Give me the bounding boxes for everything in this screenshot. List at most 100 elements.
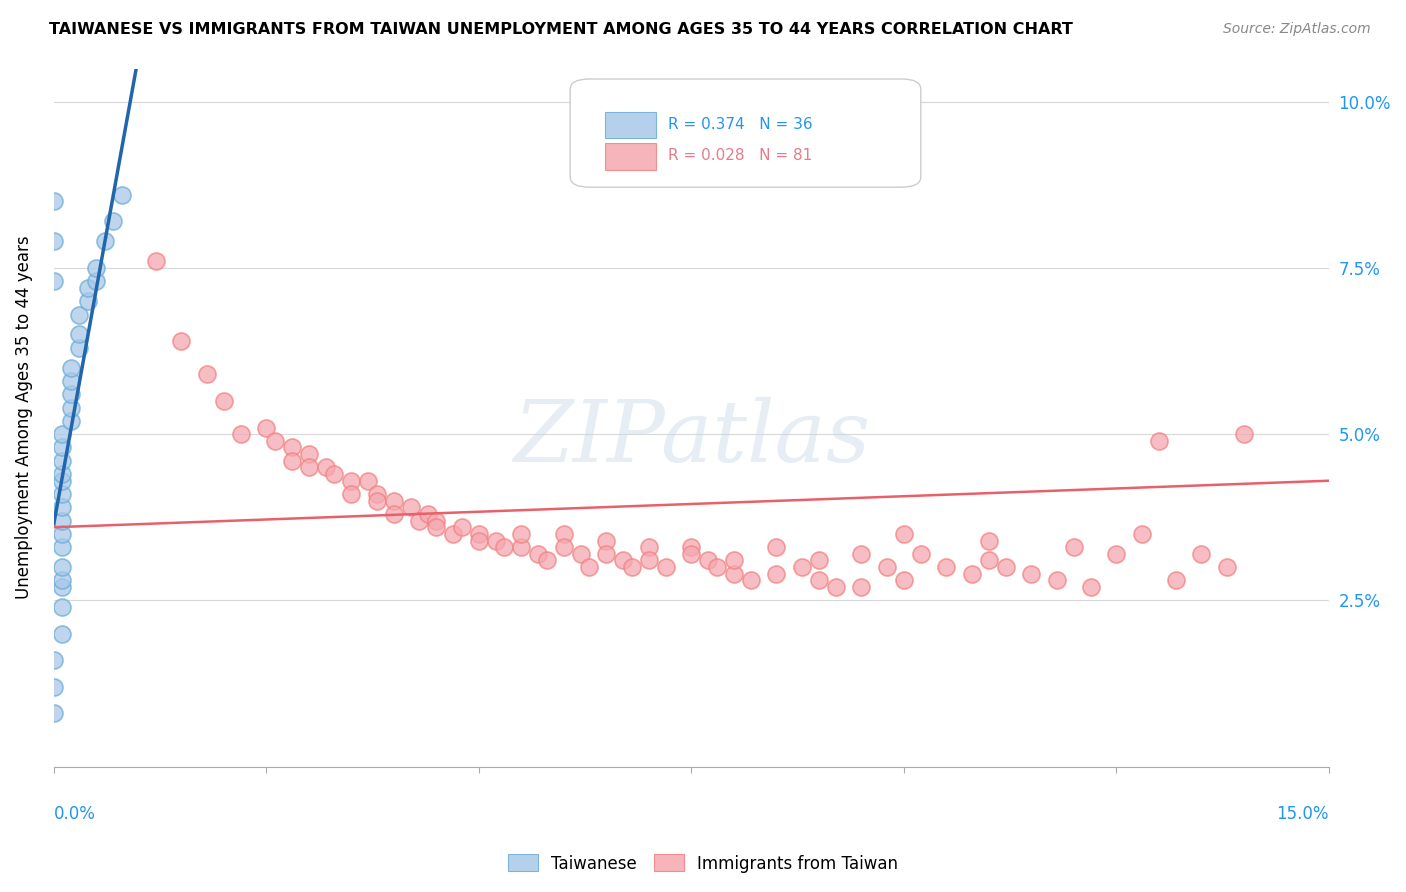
Point	[94, 235, 117, 249]
FancyBboxPatch shape	[605, 112, 655, 138]
Point	[740, 574, 762, 588]
Point	[553, 527, 575, 541]
Point	[51, 514, 73, 528]
Point	[765, 540, 787, 554]
Point	[357, 474, 380, 488]
Text: 0.0%: 0.0%	[53, 805, 96, 823]
Point	[254, 420, 277, 434]
Point	[42, 680, 65, 694]
Point	[450, 520, 472, 534]
Point	[612, 553, 634, 567]
Point	[790, 560, 813, 574]
Point	[494, 540, 516, 554]
Point	[59, 414, 82, 428]
Point	[595, 547, 617, 561]
Point	[807, 574, 830, 588]
Point	[366, 487, 388, 501]
Point	[59, 387, 82, 401]
Point	[86, 274, 108, 288]
Point	[1105, 547, 1128, 561]
Point	[706, 560, 728, 574]
Point	[1080, 580, 1102, 594]
Point	[620, 560, 643, 574]
Text: 15.0%: 15.0%	[1277, 805, 1329, 823]
Point	[910, 547, 932, 561]
Point	[51, 454, 73, 468]
Point	[1147, 434, 1170, 448]
Point	[1216, 560, 1239, 574]
Point	[1019, 566, 1042, 581]
Point	[51, 580, 73, 594]
Point	[51, 474, 73, 488]
Point	[681, 547, 703, 561]
Legend: Taiwanese, Immigrants from Taiwan: Taiwanese, Immigrants from Taiwan	[502, 847, 904, 880]
Point	[51, 540, 73, 554]
Point	[723, 566, 745, 581]
Point	[441, 527, 464, 541]
Point	[42, 653, 65, 667]
Point	[323, 467, 346, 481]
Point	[553, 540, 575, 554]
Point	[281, 441, 304, 455]
Point	[67, 327, 90, 342]
Point	[263, 434, 285, 448]
Point	[655, 560, 678, 574]
Y-axis label: Unemployment Among Ages 35 to 44 years: Unemployment Among Ages 35 to 44 years	[15, 235, 32, 599]
Point	[76, 281, 98, 295]
Point	[893, 527, 915, 541]
Point	[595, 533, 617, 548]
Point	[425, 520, 447, 534]
Point	[1233, 427, 1256, 442]
Point	[510, 540, 533, 554]
Point	[824, 580, 846, 594]
Point	[468, 533, 491, 548]
Point	[51, 467, 73, 481]
Point	[42, 235, 65, 249]
Point	[1063, 540, 1085, 554]
Point	[851, 580, 873, 594]
Point	[807, 553, 830, 567]
Point	[399, 500, 422, 515]
Point	[723, 553, 745, 567]
Point	[42, 274, 65, 288]
Point	[51, 441, 73, 455]
Point	[51, 600, 73, 615]
Point	[42, 194, 65, 209]
Point	[637, 540, 659, 554]
Point	[51, 427, 73, 442]
Point	[935, 560, 957, 574]
Point	[315, 460, 337, 475]
Point	[536, 553, 558, 567]
Point	[382, 493, 405, 508]
Point	[103, 214, 125, 228]
Point	[425, 514, 447, 528]
Point	[697, 553, 720, 567]
FancyBboxPatch shape	[571, 79, 921, 187]
Point	[527, 547, 550, 561]
Point	[145, 254, 167, 268]
Point	[851, 547, 873, 561]
Point	[681, 540, 703, 554]
Point	[340, 474, 363, 488]
Point	[298, 460, 321, 475]
Point	[170, 334, 193, 348]
Point	[977, 533, 1000, 548]
Text: R = 0.028   N = 81: R = 0.028 N = 81	[668, 148, 813, 163]
Point	[765, 566, 787, 581]
Point	[637, 553, 659, 567]
Point	[485, 533, 508, 548]
Point	[111, 187, 134, 202]
Point	[876, 560, 898, 574]
Text: R = 0.374   N = 36: R = 0.374 N = 36	[668, 117, 813, 132]
Point	[382, 507, 405, 521]
Point	[51, 500, 73, 515]
Point	[51, 527, 73, 541]
Point	[408, 514, 430, 528]
Point	[578, 560, 600, 574]
Point	[510, 527, 533, 541]
Point	[76, 294, 98, 309]
Point	[86, 260, 108, 275]
Text: Source: ZipAtlas.com: Source: ZipAtlas.com	[1223, 22, 1371, 37]
Point	[67, 308, 90, 322]
Point	[1046, 574, 1069, 588]
